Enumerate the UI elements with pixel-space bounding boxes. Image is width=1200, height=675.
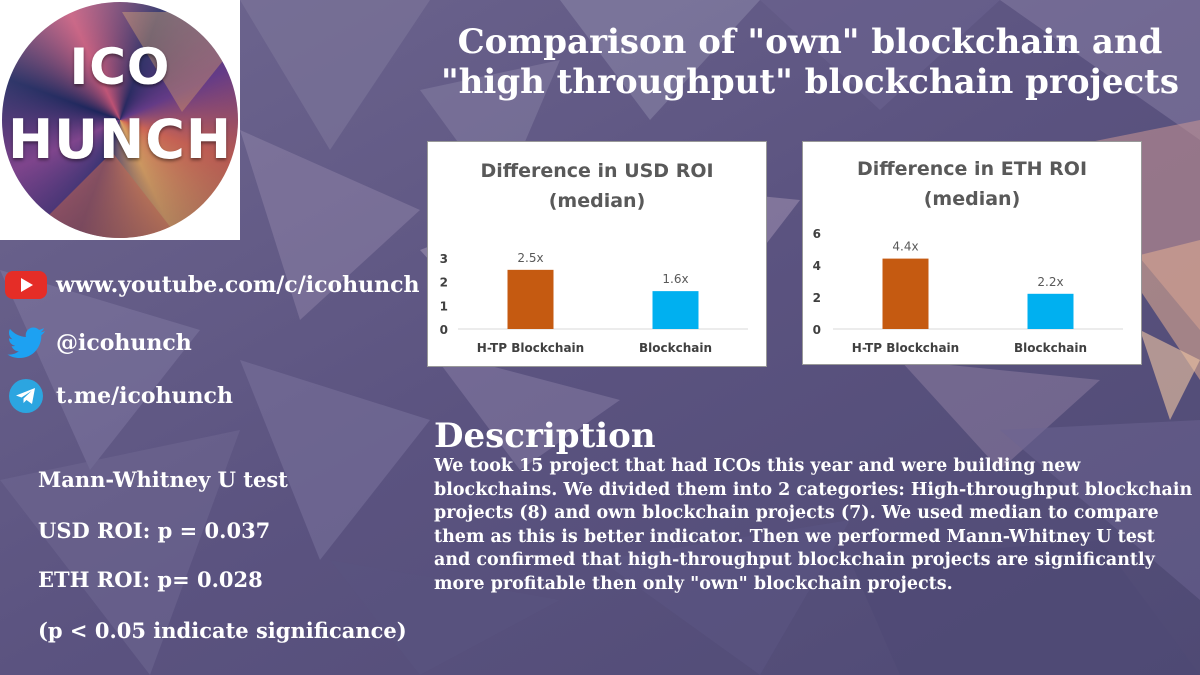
bar-own [1027, 293, 1074, 329]
social-youtube-link[interactable]: www.youtube.com/c/icohunch [4, 267, 420, 303]
y-tick-label: 4 [813, 259, 821, 273]
page-title: Comparison of "own" blockchain and "high… [440, 22, 1180, 102]
social-telegram-link[interactable]: t.me/icohunch [4, 378, 233, 414]
category-label: H-TP Blockchain [852, 341, 959, 355]
category-label: Blockchain [639, 341, 712, 355]
y-tick-label: 1 [440, 299, 448, 313]
logo: ICO HUNCH [0, 0, 240, 240]
y-tick-label: 6 [813, 227, 821, 241]
chart-title-line: Difference in ETH ROI [857, 158, 1087, 180]
chart-title-line: (median) [924, 188, 1021, 210]
telegram-link-text[interactable]: t.me/icohunch [56, 383, 233, 409]
y-tick-label: 3 [440, 252, 448, 266]
twitter-icon [4, 327, 48, 359]
y-tick-label: 0 [813, 323, 821, 337]
chart-usd-roi-svg: Difference in USD ROI (median) 0 1 2 3 2.5x H-T… [440, 160, 748, 355]
youtube-link-text[interactable]: www.youtube.com/c/icohunch [56, 272, 420, 298]
description-body: We took 15 project that had ICOs this ye… [434, 456, 1193, 594]
chart-eth-roi-svg: Difference in ETH ROI (median) 0 2 4 6 4.4x H-T… [813, 158, 1123, 355]
category-label: Blockchain [1014, 341, 1087, 355]
chart-title-line: Difference in USD ROI [480, 160, 713, 182]
description-heading: Description [434, 416, 656, 456]
bar-htp [507, 269, 554, 329]
chart-usd-roi: Difference in USD ROI (median) 0 1 2 3 2.5x H-T… [427, 141, 767, 367]
data-label: 1.6x [662, 272, 688, 286]
stats-heading: Mann-Whitney U test [38, 467, 288, 492]
chart-eth-roi: Difference in ETH ROI (median) 0 2 4 6 4.4x H-T… [802, 141, 1142, 365]
logo-text-hunch: HUNCH [7, 108, 233, 171]
twitter-link-text[interactable]: @icohunch [56, 330, 192, 356]
chart-title-line: (median) [549, 190, 646, 212]
logo-circle: ICO HUNCH [2, 2, 238, 238]
bar-own [652, 291, 699, 329]
stat-significance-note: (p < 0.05 indicate significance) [38, 618, 407, 643]
youtube-icon [4, 269, 48, 301]
stat-usd-roi: USD ROI: p = 0.037 [38, 518, 271, 543]
data-label: 2.2x [1037, 275, 1063, 289]
data-label: 4.4x [892, 240, 918, 254]
social-twitter-link[interactable]: @icohunch [4, 325, 192, 361]
y-tick-label: 2 [813, 291, 821, 305]
category-label: H-TP Blockchain [477, 341, 584, 355]
telegram-icon [4, 379, 48, 413]
y-tick-label: 0 [440, 323, 448, 337]
data-label: 2.5x [517, 251, 543, 265]
logo-text-ico: ICO [69, 38, 171, 96]
stat-eth-roi: ETH ROI: p= 0.028 [38, 567, 263, 592]
bar-htp [882, 258, 929, 329]
y-tick-label: 2 [440, 276, 448, 290]
